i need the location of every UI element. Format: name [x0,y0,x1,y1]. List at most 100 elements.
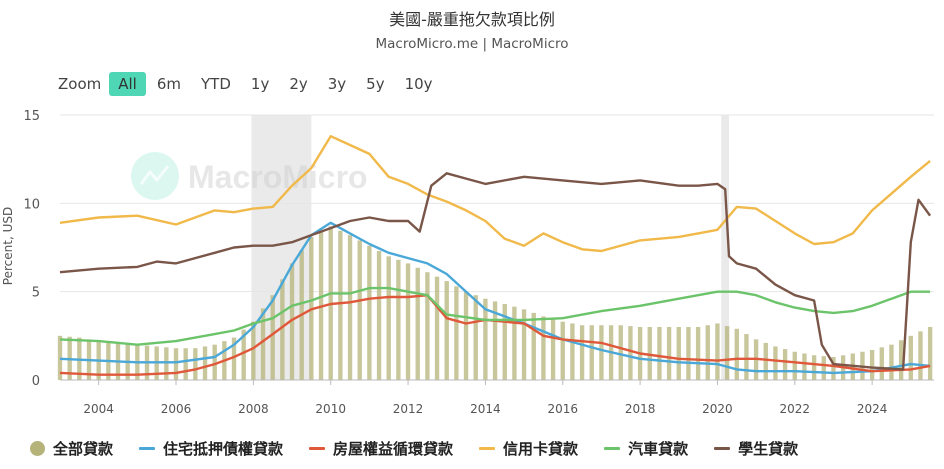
legend-swatch [139,447,156,450]
bar-mark [260,308,266,380]
bar-mark [463,291,469,380]
bar-mark [289,263,295,380]
bar-mark [618,325,623,380]
y-tick-label: 15 [23,109,40,124]
bar-mark [193,348,198,380]
zoom-ytd-button[interactable]: YTD [201,75,231,93]
bar-mark [695,327,701,380]
bar-mark [705,325,710,380]
watermark: MacroMicro [131,152,368,200]
bar-mark [744,334,749,380]
bar-mark [589,325,594,380]
legend-item-student-loan[interactable]: 學生貸款 [714,438,798,459]
legend-swatch [604,447,621,450]
bar-mark [405,263,411,380]
legend-label: 房屋權益循環貸款 [333,440,454,458]
bar-mark [241,329,246,380]
chart-plot: MacroMicro 0 5 10 15 2004 2006 2008 2010 2012 201… [1,109,934,416]
bar-mark [599,325,604,380]
bar-mark [879,347,884,380]
x-tick-label: 2016 [547,402,578,416]
x-tick-label: 2022 [780,402,811,416]
zoom-10y-button[interactable]: 10y [404,75,433,93]
zoom-2y-button[interactable]: 2y [289,75,308,93]
bar-mark [492,301,498,380]
x-tick-label: 2012 [393,402,424,416]
chart-title: 美國-嚴重拖欠款項比例 [389,10,555,29]
x-tick-label: 2018 [625,402,656,416]
series-line [59,135,931,253]
legend-label: 汽車貸款 [628,440,689,458]
y-axis-label: Percent, USD [1,207,15,285]
legend-label: 學生貸款 [738,440,799,458]
series-line [59,294,931,376]
bar-mark [531,312,536,380]
y-tick-label: 10 [23,197,40,212]
bar-mark [782,349,788,380]
bar-mark [908,335,913,380]
bar-mark [889,344,894,380]
bar-mark [280,279,285,380]
watermark-text: MacroMicro [188,159,368,195]
legend-item-mortgage[interactable]: 住宅抵押債權貸款 [139,438,283,459]
bar-mark [434,276,440,380]
legend-item-credit-card[interactable]: 信用卡貸款 [479,438,578,459]
zoom-label: Zoom [58,75,102,93]
y-tick-label: 5 [32,286,40,301]
bar-mark [202,346,208,380]
bar-mark [512,306,517,380]
bar-mark [869,349,875,380]
bar-mark [811,355,817,380]
bar-mark [212,344,217,380]
zoom-1y-button[interactable]: 1y [250,75,270,93]
chart-subtitle: MacroMicro.me | MacroMicro [375,36,569,52]
bar-mark [666,327,672,380]
bar-mark [734,328,739,380]
bar-mark [183,348,188,380]
bar-mark [251,321,256,380]
bar-mark [57,335,63,380]
legend-label: 全部貸款 [53,440,114,458]
bar-mark [724,326,730,380]
x-tick-label: 2024 [857,402,888,416]
series-line [59,286,931,346]
tick-labels: 0 5 10 15 2004 2006 2008 2010 2012 2014 2016 2018 20… [23,109,887,416]
bar-mark [231,337,237,380]
bar-mark [338,230,343,380]
bar-mark [376,251,382,380]
bar-mark [521,309,527,380]
legend-item-heloc[interactable]: 房屋權益循環貸款 [309,438,453,459]
x-tick-label: 2006 [161,402,192,416]
bar-mark [560,321,565,380]
bar-mark [444,281,449,380]
bar-mark [927,327,933,380]
bar-mark [570,323,575,380]
bar-mark [502,304,507,380]
bar-mark [473,295,478,380]
x-tick-label: 2008 [238,402,269,416]
zoom-6m-button[interactable]: 6m [156,75,182,93]
zoom-all-button[interactable]: All [109,72,146,96]
bar-mark [483,298,488,380]
legend-item-all-loans[interactable]: 全部貸款 [30,438,113,459]
bar-mark [579,325,585,380]
zoom-3y-button[interactable]: 3y [327,75,347,93]
legend-swatch [309,447,326,450]
bar-mark [676,327,681,380]
legend-swatch [714,447,731,450]
bar-mark [454,286,459,380]
y-tick-label: 0 [32,374,40,389]
bar-mark [367,245,372,380]
grid-lines [60,114,934,293]
bar-mark [386,256,391,380]
bar-mark [541,316,546,380]
bar-mark [715,323,720,380]
legend-item-auto-loan[interactable]: 汽車貸款 [604,438,688,459]
legend-label: 信用卡貸款 [503,440,579,458]
bar-mark [763,342,768,380]
zoom-5y-button[interactable]: 5y [366,75,385,93]
bar-mark [773,346,778,380]
bar-mark [686,327,691,380]
bar-mark [173,348,179,380]
bar-mark [550,319,556,380]
